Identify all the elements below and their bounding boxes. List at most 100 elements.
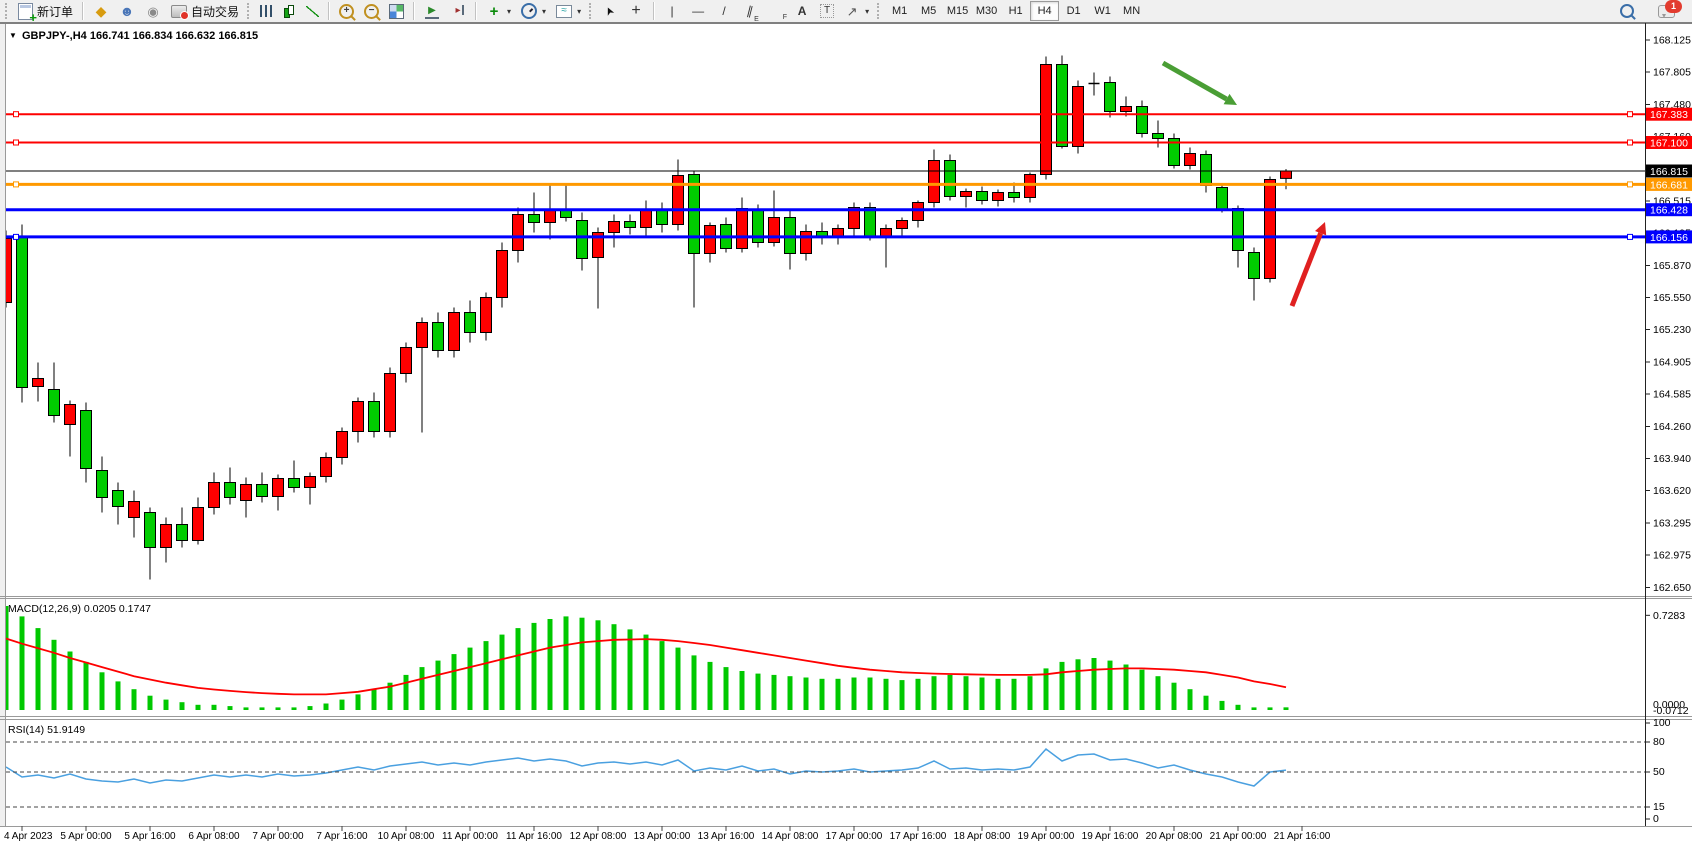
timeframe-m1-button[interactable]: M1 xyxy=(891,5,908,17)
candle-body xyxy=(800,231,812,254)
channel-button[interactable]: ∥ xyxy=(737,0,763,22)
price-tick-label: 164.585 xyxy=(1653,389,1691,401)
bar-chart-button[interactable] xyxy=(255,0,277,22)
timeframe-m15-button[interactable]: M15 xyxy=(946,5,969,17)
profile-button[interactable]: ☻ xyxy=(114,0,140,22)
auto-scroll-button[interactable]: ▶ xyxy=(419,0,445,22)
trendline-button[interactable]: / xyxy=(711,0,737,22)
line-handle[interactable] xyxy=(1627,233,1633,240)
vertical-line-button[interactable]: | xyxy=(659,0,685,22)
candlestick-chart-button[interactable] xyxy=(277,0,301,22)
timeframe-h4-button[interactable]: H4 xyxy=(1030,1,1060,21)
candle xyxy=(144,507,156,580)
candle xyxy=(288,460,300,493)
hline-icon: — xyxy=(692,4,705,18)
cursor-button[interactable]: ➤ xyxy=(597,0,623,22)
macd-histogram-bar xyxy=(371,689,377,710)
zoom-out-button[interactable]: − xyxy=(359,0,384,22)
red-up-arrow-shaft[interactable] xyxy=(1289,232,1323,307)
search-button[interactable] xyxy=(1615,0,1639,22)
timeframe-m30-button[interactable]: M30 xyxy=(975,5,998,17)
timeframe-m5-button[interactable]: M5 xyxy=(920,5,937,17)
timeframe-w1-button[interactable]: W1 xyxy=(1094,5,1111,17)
candle-chart-icon xyxy=(282,4,296,18)
red-up-arrow-head[interactable] xyxy=(1315,222,1327,236)
date-label: 13 Apr 00:00 xyxy=(634,831,691,842)
macd-histogram-bar xyxy=(547,619,553,710)
candle-body xyxy=(160,524,172,548)
green-down-arrow-shaft[interactable] xyxy=(1161,60,1228,102)
periods-button[interactable]: ▾ xyxy=(516,0,551,22)
shapes-button[interactable]: ↗ ▾ xyxy=(839,0,874,22)
main-toolbar: 新订单◆☻◉自动交易+−▶▸+▾▾≈▾➤+|—/∥AT↗▾M1M5M15M30H… xyxy=(0,0,1692,24)
candle-body xyxy=(48,389,60,416)
price-tick-label: 168.125 xyxy=(1653,35,1691,47)
candle-body xyxy=(1248,252,1260,279)
macd-histogram-bar xyxy=(1075,659,1081,710)
candle xyxy=(336,427,348,465)
candle xyxy=(64,400,76,457)
signals-icon: ◉ xyxy=(147,3,159,19)
candle-body xyxy=(736,208,748,249)
gold-tool-button[interactable]: ◆ xyxy=(88,0,114,22)
date-label: 18 Apr 08:00 xyxy=(954,831,1011,842)
line-handle[interactable] xyxy=(1627,111,1633,118)
auto-trading-button[interactable]: 自动交易 xyxy=(166,0,244,22)
macd-histogram-bar xyxy=(787,676,793,710)
timeframe-mn-button[interactable]: MN xyxy=(1123,5,1141,17)
candle xyxy=(592,227,604,309)
label-button[interactable]: T xyxy=(815,0,839,22)
date-label: 4 Apr 2023 xyxy=(4,831,53,842)
line-handle[interactable] xyxy=(13,233,19,240)
line-handle[interactable] xyxy=(1627,181,1633,188)
candle xyxy=(208,472,220,515)
zoom-in-button[interactable]: + xyxy=(334,0,359,22)
symbol-dropdown-icon[interactable]: ▼ xyxy=(9,31,17,40)
clock-icon xyxy=(521,3,538,19)
candle-body xyxy=(480,297,492,333)
macd-histogram-bar xyxy=(195,704,201,710)
line-handle[interactable] xyxy=(1627,139,1633,146)
date-label: 14 Apr 08:00 xyxy=(762,831,819,842)
red-up-arrow[interactable] xyxy=(1289,222,1327,307)
candle xyxy=(992,189,1004,207)
macd-histogram-bar xyxy=(1027,676,1033,710)
macd-histogram-bar xyxy=(531,622,537,710)
timeframe-d1-button[interactable]: D1 xyxy=(1066,5,1081,17)
candle-body xyxy=(128,501,140,518)
macd-histogram-bar xyxy=(851,677,857,710)
green-down-arrow[interactable] xyxy=(1161,60,1237,105)
crosshair-button[interactable]: + xyxy=(623,0,649,22)
macd-histogram-bar xyxy=(1187,689,1193,710)
text-icon: A xyxy=(797,4,807,18)
candle xyxy=(80,402,92,483)
templates-button[interactable]: ≈ ▾ xyxy=(551,0,586,22)
macd-histogram-bar xyxy=(387,682,393,710)
text-button[interactable]: A xyxy=(789,0,815,22)
chart-shift-button[interactable]: ▸ xyxy=(445,0,471,22)
line-chart-button[interactable] xyxy=(301,0,324,22)
candle xyxy=(416,317,428,433)
green-down-arrow-head[interactable] xyxy=(1223,93,1237,105)
candle xyxy=(320,452,332,483)
line-handle[interactable] xyxy=(13,111,19,118)
macd-histogram-bar xyxy=(1107,660,1113,710)
candle xyxy=(1184,147,1196,170)
macd-histogram-bar xyxy=(915,678,921,710)
new-order-button[interactable]: 新订单 xyxy=(13,0,78,24)
tile-windows-button[interactable] xyxy=(384,0,409,22)
notifications-button[interactable]: 1 xyxy=(1653,0,1682,22)
candle xyxy=(1056,55,1068,149)
signals-button[interactable]: ◉ xyxy=(140,0,166,22)
macd-histogram-bar xyxy=(1155,676,1161,710)
indicators-button[interactable]: + ▾ xyxy=(481,0,516,22)
candle xyxy=(480,292,492,341)
line-handle[interactable] xyxy=(13,181,19,188)
candle xyxy=(1248,247,1260,301)
macd-scale-label: -0.0712 xyxy=(1653,705,1689,717)
candle-body xyxy=(624,221,636,228)
line-handle[interactable] xyxy=(13,139,19,146)
fibonacci-button[interactable] xyxy=(763,0,789,22)
timeframe-h1-button[interactable]: H1 xyxy=(1008,5,1023,17)
horizontal-line-button[interactable]: — xyxy=(685,0,711,22)
